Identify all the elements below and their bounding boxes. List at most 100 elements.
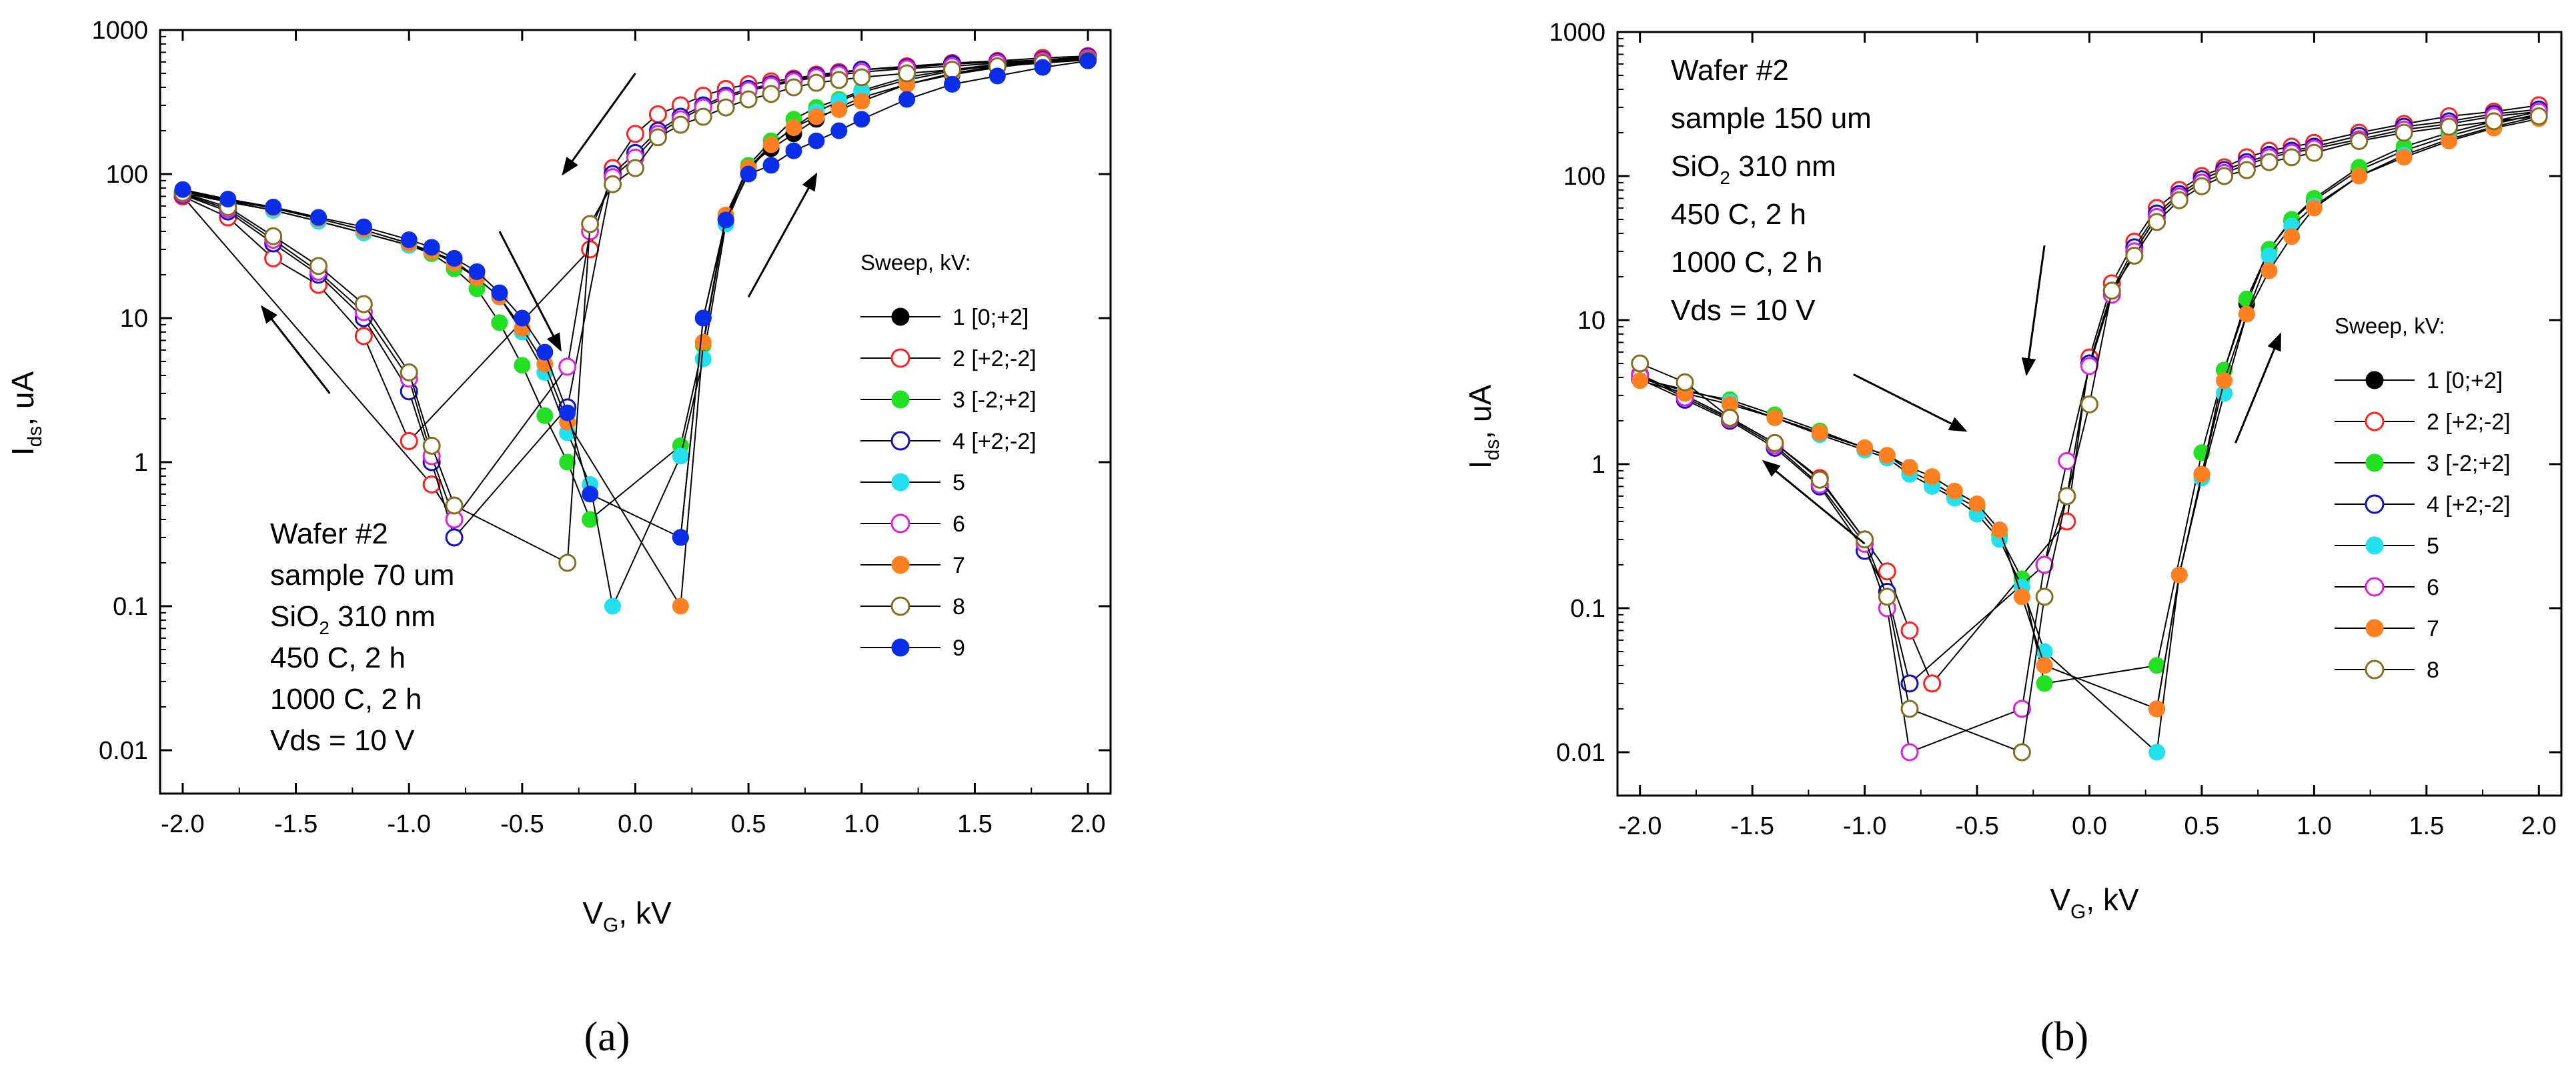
legend-entry: 4 [+2;-2] xyxy=(860,429,1037,454)
y-tick-label: 1000 xyxy=(1549,19,1605,47)
legend-marker xyxy=(2365,371,2384,389)
data-point xyxy=(1900,743,1919,762)
data-point xyxy=(1631,354,1650,373)
legend-title: Sweep, kV: xyxy=(860,250,971,275)
data-point xyxy=(2148,657,2166,674)
annotation-line: 450 C, 2 h xyxy=(1671,198,1806,231)
data-point xyxy=(400,431,418,450)
data-point xyxy=(672,529,689,546)
legend-marker xyxy=(891,390,910,409)
data-point xyxy=(898,64,916,83)
data-point xyxy=(853,111,870,128)
data-point xyxy=(2237,161,2256,179)
data-point xyxy=(2036,675,2053,692)
legend-entry: 5 xyxy=(2335,533,2439,559)
data-point xyxy=(898,91,916,108)
series-line xyxy=(680,57,1089,538)
data-point xyxy=(671,115,690,134)
data-point xyxy=(830,101,848,118)
data-point xyxy=(762,85,780,103)
data-point xyxy=(491,284,508,301)
data-point xyxy=(2395,149,2413,166)
data-point xyxy=(1856,439,1874,456)
x-tick-label: -2.0 xyxy=(161,810,204,838)
y-tick-label: 0.01 xyxy=(99,737,148,765)
legend-entry: 2 [+2;-2] xyxy=(2335,409,2511,435)
x-tick-label: -2.0 xyxy=(1618,812,1662,840)
data-point xyxy=(2080,395,2098,413)
data-point xyxy=(2102,281,2121,300)
data-point xyxy=(2283,148,2301,167)
legend-label: 1 [0;+2] xyxy=(952,305,1029,330)
legend-entry: 7 xyxy=(2335,616,2439,642)
data-point xyxy=(785,119,802,136)
data-point xyxy=(1811,424,1828,441)
data-point xyxy=(2260,153,2279,171)
data-point xyxy=(174,181,191,198)
data-point xyxy=(944,75,960,93)
x-tick-label: 2.0 xyxy=(1071,810,1106,838)
sweep-direction-arrow xyxy=(2234,332,2282,443)
data-point xyxy=(468,263,486,280)
data-point xyxy=(808,108,825,125)
sweep-direction-arrow xyxy=(2021,245,2046,377)
legend-label: 4 [+2;-2] xyxy=(2427,492,2511,517)
data-point xyxy=(852,68,871,87)
series-2 xyxy=(1631,96,2548,693)
legend-marker xyxy=(891,307,910,326)
data-point xyxy=(785,142,802,159)
data-point xyxy=(604,598,622,615)
data-point xyxy=(2036,643,2053,660)
legend-marker xyxy=(2365,660,2385,680)
legend-marker xyxy=(2365,577,2385,597)
legend-label: 2 [+2;-2] xyxy=(952,346,1037,371)
legend-marker xyxy=(2365,536,2384,555)
x-tick-label: 0.5 xyxy=(2184,812,2220,840)
legend-label: 8 xyxy=(952,594,965,620)
legend-label: 4 [+2;-2] xyxy=(952,429,1037,454)
data-point xyxy=(2058,487,2076,505)
legend-marker xyxy=(890,348,910,368)
data-point xyxy=(309,257,328,275)
data-point xyxy=(716,98,735,117)
series-9 xyxy=(174,52,1097,546)
x-axis-label: VG, kV xyxy=(2050,882,2139,923)
data-point xyxy=(2283,228,2301,245)
data-point xyxy=(355,218,372,235)
x-tick-label: 1.5 xyxy=(957,810,993,838)
legend-entry: 3 [-2;+2] xyxy=(860,387,1037,413)
data-point xyxy=(219,191,237,208)
y-tick-label: 1000 xyxy=(91,17,148,45)
legend-label: 9 xyxy=(952,636,965,661)
legend-entry: 2 [+2;-2] xyxy=(860,346,1037,371)
annotation-line: sample 150 um xyxy=(1671,102,1872,135)
annotation-line: Vds = 10 V xyxy=(1671,294,1816,327)
data-point xyxy=(422,475,441,493)
data-point xyxy=(2058,451,2076,470)
data-point xyxy=(2170,566,2188,584)
data-point xyxy=(808,132,825,149)
legend-marker xyxy=(890,596,910,616)
data-point xyxy=(1924,468,1941,485)
data-point xyxy=(2350,132,2369,151)
annotation-line: 1000 C, 2 h xyxy=(1671,246,1823,279)
data-point xyxy=(2012,700,2031,718)
sweep-direction-arrow xyxy=(747,172,818,298)
data-point xyxy=(1766,433,1784,452)
data-point xyxy=(2238,305,2255,323)
x-tick-label: 0.5 xyxy=(731,810,766,838)
legend-entry: 9 xyxy=(860,636,965,661)
annotation-line: Wafer #2 xyxy=(1671,54,1789,87)
data-point xyxy=(2035,588,2054,606)
data-point xyxy=(264,227,283,245)
series-line xyxy=(1640,104,2539,685)
x-tick-label: 1.0 xyxy=(844,810,879,838)
data-point xyxy=(694,350,712,367)
legend-entry: 7 xyxy=(860,553,965,578)
legend-entry: 3 [-2;+2] xyxy=(2335,451,2511,476)
data-point xyxy=(694,333,712,351)
annotation-line: Vds = 10 V xyxy=(270,724,415,757)
chart-panel-b: -2.0 -1.5 -1.0 -0.5 0.0 0.5 1.0 1.5 2.0 0.01 0.1 1 1… xyxy=(1463,19,2563,923)
data-point xyxy=(310,209,327,226)
legend-label: 5 xyxy=(2427,533,2439,559)
